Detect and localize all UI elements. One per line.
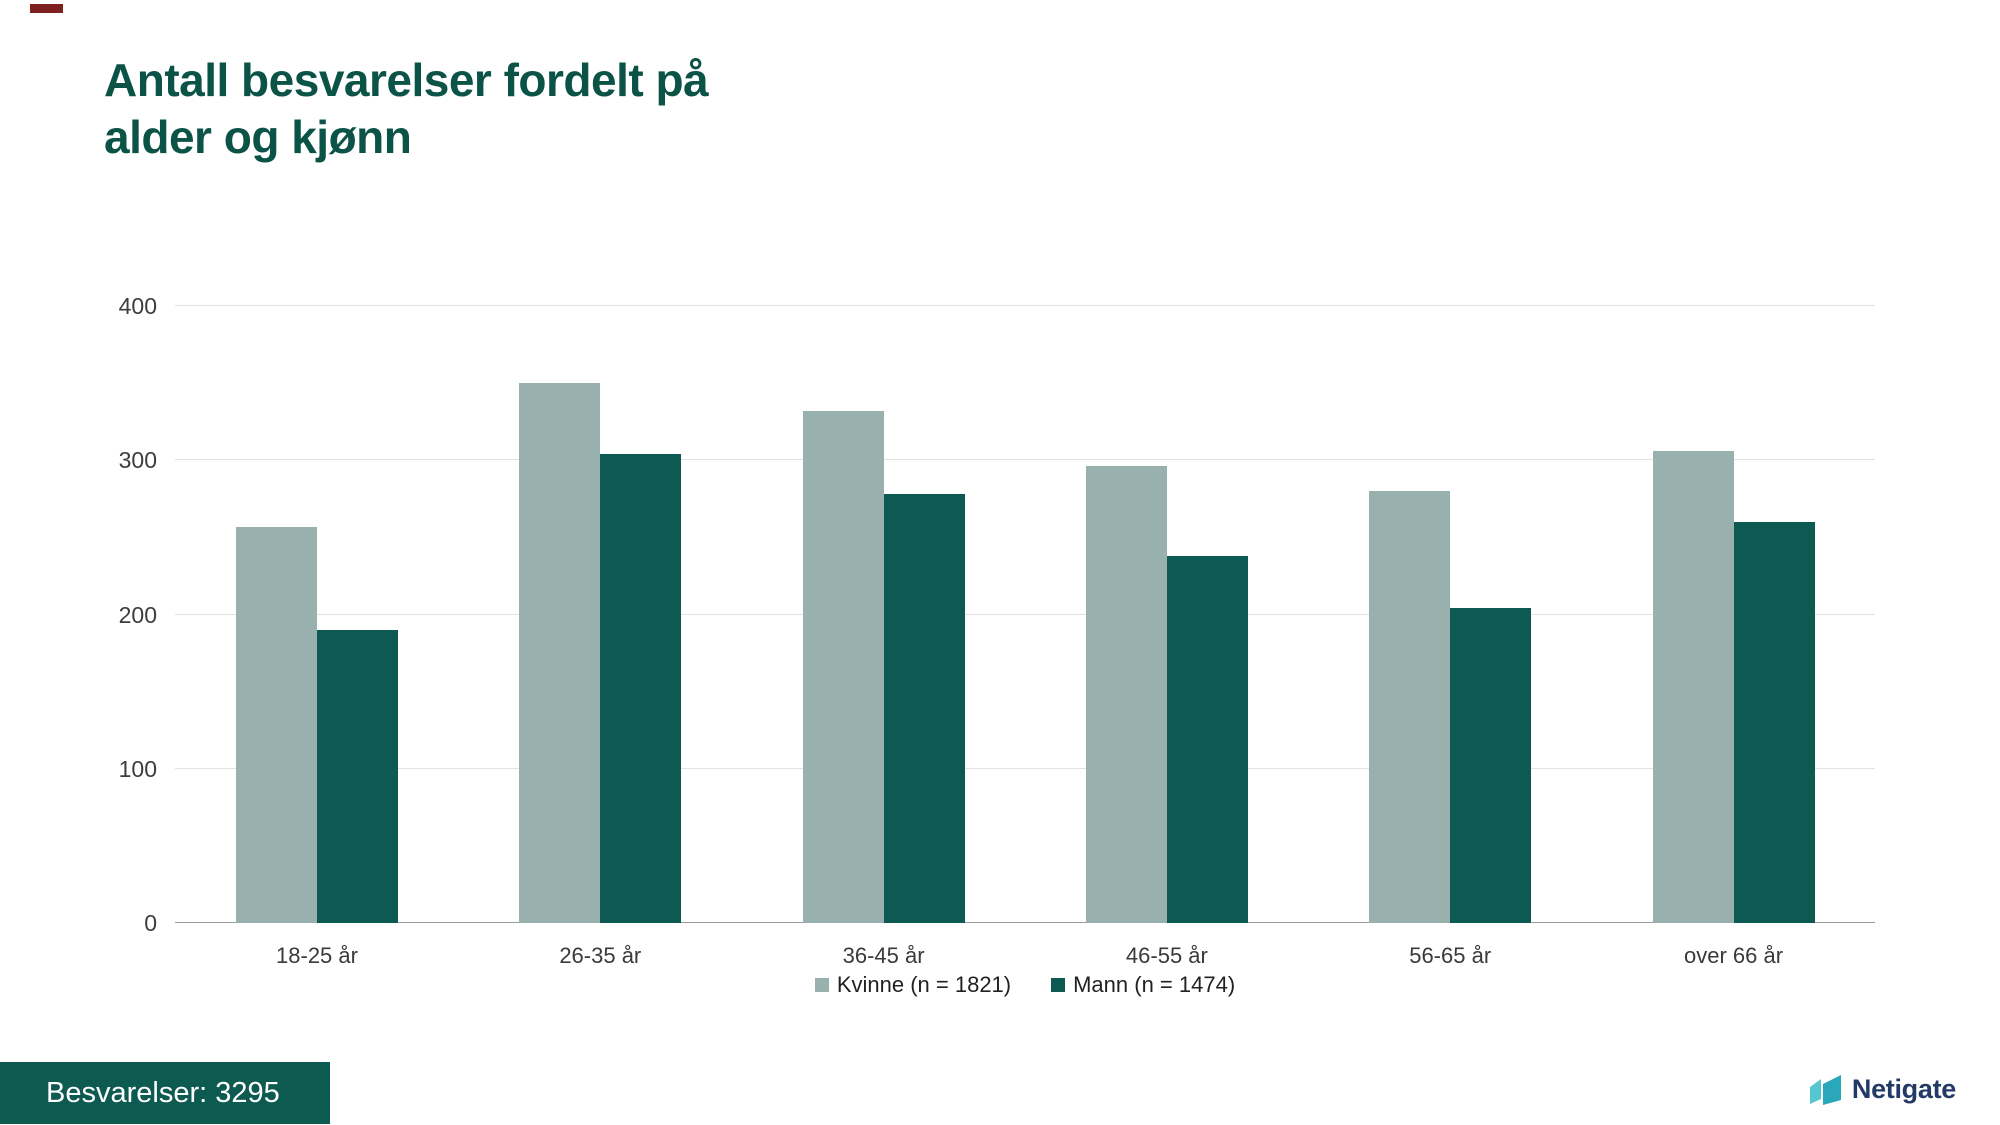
gridline-200: [175, 613, 1875, 615]
netigate-logo: Netigate: [1808, 1074, 1956, 1105]
bar-group-5: over 66 år: [1652, 306, 1815, 968]
gridline-0: [175, 922, 1875, 923]
netigate-logo-icon: [1809, 1074, 1841, 1105]
gridline-100: [175, 767, 1875, 769]
bar-group-2: 36-45 år: [802, 306, 965, 968]
x-axis-label-2: 36-45 år: [842, 943, 925, 968]
legend-item-kvinne: Kvinne (n = 1821): [814, 972, 1012, 998]
chart-legend: Kvinne (n = 1821) Mann (n = 1474): [175, 972, 1875, 998]
legend-marker-mann: [1051, 978, 1066, 992]
y-tick-label-100: 100: [118, 755, 157, 782]
y-tick-label-300: 300: [118, 447, 157, 474]
legend-marker-kvinne: [814, 978, 829, 992]
bar-kvinne-4: [1369, 491, 1451, 923]
x-axis-label-3: 46-55 år: [1125, 943, 1208, 968]
bar-kvinne-2: [802, 410, 884, 923]
bar-mann-3: [1166, 555, 1248, 923]
y-axis-labels: 0 100 200 300 400: [0, 293, 157, 936]
legend-item-mann: Mann (n = 1474): [1051, 972, 1235, 998]
chart-title-line2: alder og kjønn: [104, 111, 412, 163]
plot-area: 18-25 år 26-35 år 36-45 år 46-55 år 56-65 år…: [175, 305, 1875, 968]
bar-kvinne-0: [236, 526, 317, 923]
bar-mann-2: [883, 494, 965, 923]
bar-kvinne-3: [1085, 466, 1167, 923]
x-axis-label-0: 18-25 år: [276, 943, 358, 968]
gridline-300: [175, 459, 1875, 461]
bar-kvinne-5: [1652, 451, 1734, 923]
bar-kvinne-1: [519, 383, 601, 923]
bar-group-0: 18-25 år: [236, 306, 398, 968]
x-axis-label-4: 56-65 år: [1409, 943, 1492, 968]
bar-mann-5: [1733, 521, 1815, 923]
gridline-400: [175, 305, 1875, 306]
chart-title-line1: Antall besvarelser fordelt på: [104, 54, 709, 106]
legend-label-mann: Mann (n = 1474): [1073, 972, 1236, 997]
responses-badge-label: Besvarelser: 3295: [46, 1076, 280, 1109]
x-axis-label-1: 26-35 år: [559, 943, 642, 968]
chart-title: Antall besvarelser fordelt på alder og k…: [104, 52, 709, 166]
y-tick-label-0: 0: [144, 910, 157, 936]
legend-label-kvinne: Kvinne (n = 1821): [836, 972, 1012, 997]
bar-group-1: 26-35 år: [519, 306, 682, 968]
x-axis-label-5: over 66 år: [1683, 943, 1784, 968]
top-left-mark: [30, 4, 63, 13]
bar-group-4: 56-65 år: [1369, 306, 1532, 968]
bar-mann-1: [600, 454, 682, 923]
netigate-logo-text: Netigate: [1851, 1074, 1956, 1104]
bar-mann-4: [1450, 608, 1532, 923]
bar-group-3: 46-55 år: [1085, 306, 1248, 968]
bar-mann-0: [317, 629, 398, 923]
responses-badge: Besvarelser: 3295: [0, 1062, 330, 1124]
y-tick-label-200: 200: [118, 601, 157, 628]
y-tick-label-400: 400: [118, 293, 157, 319]
